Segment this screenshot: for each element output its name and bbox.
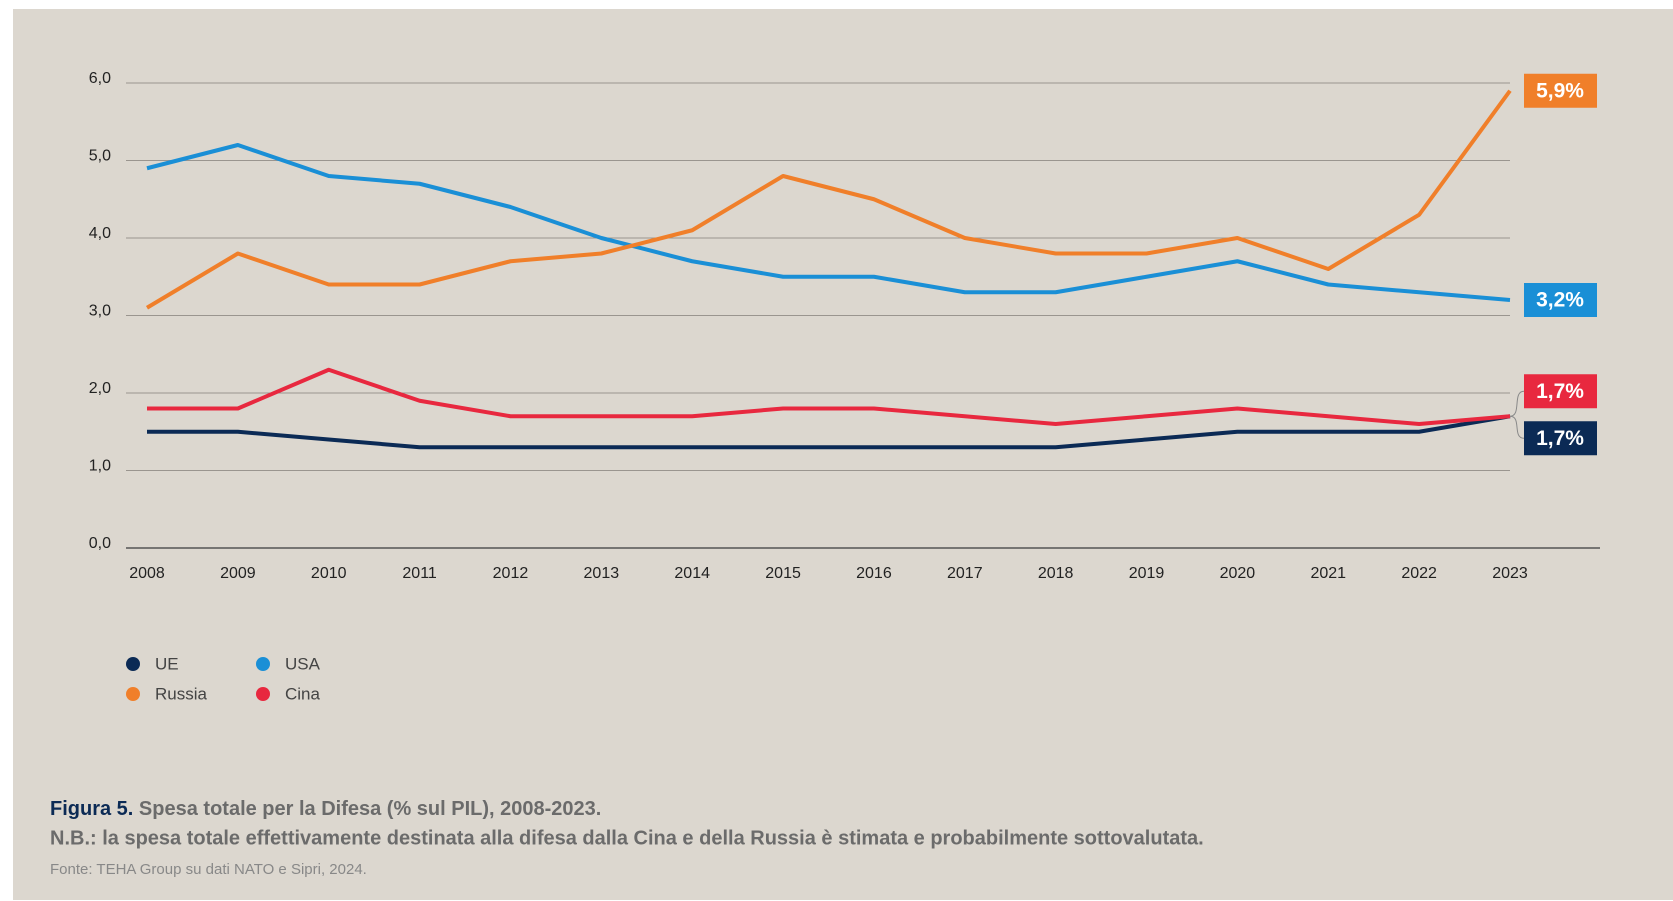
end-label-box [1524, 73, 1597, 108]
series-line [146, 143, 1511, 302]
end-label-box [1524, 374, 1597, 409]
x-tick-label: 2016 [856, 565, 892, 582]
end-label-box [1524, 283, 1597, 317]
end-label-box [1524, 421, 1597, 456]
x-tick-label: 2023 [1492, 565, 1528, 582]
x-tick-label: 2018 [1038, 565, 1074, 582]
legend-label: Russia [155, 684, 208, 703]
x-tick-label: 2015 [765, 565, 801, 582]
y-tick-label: 1,0 [89, 458, 111, 475]
series-line [147, 414, 1511, 450]
x-tick-label: 2020 [1220, 565, 1256, 582]
y-tick-label: 0,0 [89, 535, 111, 552]
source: Fonte: TEHA Group su dati NATO e Sipri, … [50, 861, 367, 878]
legend-marker [256, 687, 270, 701]
x-tick-label: 2019 [1129, 565, 1165, 582]
series-line [145, 89, 1512, 310]
x-tick-label: 2008 [129, 565, 165, 582]
x-tick-label: 2011 [402, 565, 437, 582]
x-tick-label: 2009 [220, 565, 256, 582]
x-tick-label: 2022 [1401, 565, 1437, 582]
legend-label: UE [155, 654, 179, 673]
x-tick-label: 2021 [1310, 565, 1346, 582]
x-tick-label: 2010 [311, 565, 347, 582]
caption-title: Spesa totale per la Difesa (% sul PIL), … [139, 798, 601, 820]
x-tick-label: 2017 [947, 565, 983, 582]
end-label: 1,7% [1536, 380, 1584, 403]
label-bracket [1509, 415, 1525, 439]
legend-label: USA [285, 654, 321, 673]
y-tick-label: 3,0 [89, 303, 111, 320]
end-label: 1,7% [1536, 427, 1584, 450]
background [13, 9, 1673, 900]
end-label: 3,2% [1536, 289, 1584, 312]
y-tick-label: 2,0 [89, 380, 111, 397]
series-line [147, 367, 1511, 426]
x-tick-label: 2012 [493, 565, 529, 582]
legend-label: Cina [285, 684, 321, 703]
y-tick-label: 4,0 [89, 225, 111, 242]
note: N.B.: la spesa totale effettivamente des… [50, 827, 1204, 849]
legend-marker [126, 687, 140, 701]
legend-marker [256, 657, 270, 671]
x-tick-label: 2013 [584, 565, 620, 582]
end-label: 5,9% [1536, 79, 1584, 102]
caption: Figura 5. Spesa totale per la Difesa (% … [50, 798, 601, 820]
caption-label: Figura 5. [50, 798, 133, 820]
label-bracket [1509, 390, 1525, 417]
y-tick-label: 6,0 [89, 70, 111, 87]
y-tick-label: 5,0 [89, 148, 111, 165]
legend-marker [126, 657, 140, 671]
x-tick-label: 2014 [674, 565, 710, 582]
